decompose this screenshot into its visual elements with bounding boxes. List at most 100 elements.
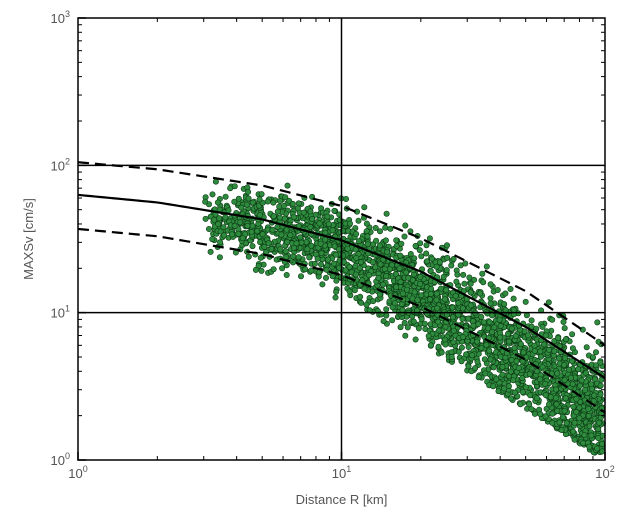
scatter-point: [551, 348, 558, 355]
scatter-point: [306, 254, 313, 261]
scatter-point: [454, 271, 461, 278]
x-axis-label: Distance R [km]: [296, 492, 388, 507]
scatter-point: [581, 431, 588, 438]
scatter-point: [303, 239, 310, 246]
scatter-point: [556, 355, 563, 362]
fit-curves: [77, 161, 606, 414]
scatter-point: [209, 191, 216, 198]
scatter-point: [467, 302, 474, 309]
scatter-point: [578, 377, 585, 384]
scatter-point: [461, 280, 468, 287]
scatter-point: [332, 294, 339, 301]
scatter-point: [325, 221, 332, 228]
scatter-point: [560, 318, 567, 325]
scatter-point: [499, 364, 506, 371]
scatter-point: [526, 401, 533, 408]
scatter-point: [364, 233, 371, 240]
scatter-point: [487, 295, 494, 302]
scatter-point: [581, 386, 588, 393]
scatter-point: [381, 266, 388, 273]
scatter-point: [300, 209, 307, 216]
scatter-point: [473, 338, 480, 345]
scatter-point: [209, 236, 216, 243]
scatter-point: [403, 269, 410, 276]
scatter-point: [595, 426, 602, 433]
scatter-point: [402, 332, 409, 339]
scatter-point: [496, 316, 503, 323]
scatter-point: [317, 261, 324, 268]
scatter-point: [577, 382, 584, 389]
scatter-point: [380, 281, 387, 288]
scatter-point: [553, 401, 560, 408]
scatter-point: [252, 266, 259, 273]
scatter-point: [471, 276, 478, 283]
scatter-point: [470, 322, 477, 329]
scatter-point: [372, 225, 379, 232]
scatter-point: [217, 239, 224, 246]
scatter-point: [383, 272, 390, 279]
scatter-point: [472, 365, 479, 372]
scatter-point: [510, 377, 517, 384]
scatter-point: [569, 357, 576, 364]
scatter-point: [404, 324, 411, 331]
scatter-point: [502, 290, 509, 297]
scatter-point: [366, 272, 373, 279]
scatter-point: [588, 381, 595, 388]
scatter-point: [376, 228, 383, 235]
scatter-point: [426, 235, 433, 242]
scatter-point: [545, 401, 552, 408]
scatter-point: [477, 290, 484, 297]
scatter-point: [356, 265, 363, 272]
scatter-point: [276, 214, 283, 221]
scatter-point: [465, 315, 472, 322]
scatter-point: [571, 436, 578, 443]
dashed-curve-2: [77, 227, 606, 414]
scatter-point: [490, 383, 497, 390]
scatter-point: [411, 255, 418, 262]
scatter-point: [412, 242, 419, 249]
scatter-point: [329, 227, 336, 234]
scatter-point: [245, 253, 252, 260]
scatter-point: [244, 222, 251, 229]
scatter-point: [483, 341, 490, 348]
scatter-point: [290, 253, 297, 260]
scatter-point: [545, 299, 552, 306]
solid-curve: [77, 193, 606, 379]
scatter-point: [494, 286, 501, 293]
scatter-point: [415, 325, 422, 332]
scatter-point: [216, 215, 223, 222]
scatter-point: [449, 314, 456, 321]
scatter-point: [465, 363, 472, 370]
scatter-point: [450, 327, 457, 334]
scatter-point: [501, 301, 508, 308]
scatter-point: [555, 335, 562, 342]
scatter-point: [279, 265, 286, 272]
scatter-point: [342, 267, 349, 274]
scatter-point: [505, 383, 512, 390]
scatter-point: [289, 200, 296, 207]
scatter-point: [489, 328, 496, 335]
scatter-point: [269, 226, 276, 233]
scatter-point: [403, 286, 410, 293]
scatter-point: [458, 358, 465, 365]
scatter-point: [519, 388, 526, 395]
scatter-point: [265, 240, 272, 247]
scatter-point: [333, 288, 340, 295]
scatter-point: [537, 353, 544, 360]
scatter-point: [561, 355, 568, 362]
scatter-point: [531, 347, 538, 354]
scatter-point: [522, 298, 529, 305]
scatter-point: [398, 240, 405, 247]
scatter-point: [257, 254, 264, 261]
scatter-point: [592, 362, 599, 369]
scatter-point: [588, 432, 595, 439]
scatter-point: [507, 395, 514, 402]
scatter-point: [537, 411, 544, 418]
scatter-point: [221, 232, 228, 239]
scatter-point: [487, 356, 494, 363]
scatter-point: [308, 242, 315, 249]
scatter-point: [482, 370, 489, 377]
scatter-point: [479, 270, 486, 277]
scatter-point: [528, 406, 535, 413]
scatter-point: [561, 325, 568, 332]
